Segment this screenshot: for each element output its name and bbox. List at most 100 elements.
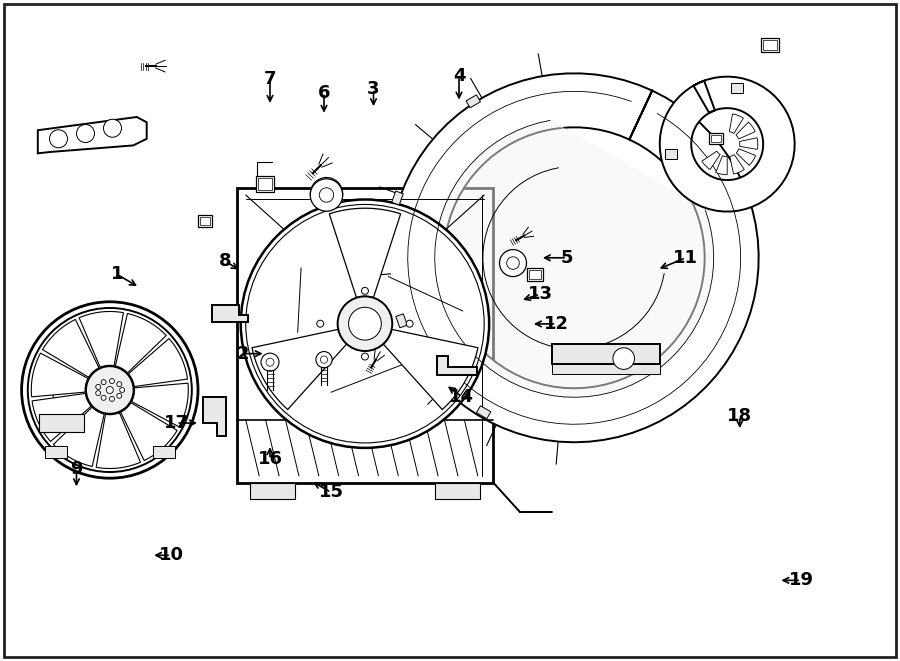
Polygon shape xyxy=(32,353,88,397)
Circle shape xyxy=(261,353,279,371)
FancyBboxPatch shape xyxy=(526,268,543,281)
Wedge shape xyxy=(716,156,727,175)
FancyBboxPatch shape xyxy=(711,136,722,142)
Wedge shape xyxy=(736,149,756,165)
Bar xyxy=(476,406,491,418)
Text: 4: 4 xyxy=(453,67,465,85)
Bar xyxy=(665,149,677,159)
Text: 1: 1 xyxy=(111,265,123,284)
Circle shape xyxy=(316,352,332,368)
FancyBboxPatch shape xyxy=(528,270,541,279)
Text: 9: 9 xyxy=(70,460,83,479)
Polygon shape xyxy=(131,383,188,427)
FancyBboxPatch shape xyxy=(200,217,211,225)
Circle shape xyxy=(240,200,490,448)
Circle shape xyxy=(317,320,324,327)
Polygon shape xyxy=(121,403,177,461)
Text: 12: 12 xyxy=(544,315,569,333)
Polygon shape xyxy=(437,356,477,375)
Circle shape xyxy=(613,348,634,369)
Bar xyxy=(45,446,67,458)
Polygon shape xyxy=(203,397,226,436)
FancyBboxPatch shape xyxy=(198,215,212,227)
FancyBboxPatch shape xyxy=(763,40,778,50)
Circle shape xyxy=(507,256,519,270)
Text: 3: 3 xyxy=(367,80,380,98)
Bar xyxy=(731,83,743,93)
Text: 6: 6 xyxy=(318,83,330,102)
Text: 17: 17 xyxy=(164,414,189,432)
Circle shape xyxy=(50,130,68,148)
Wedge shape xyxy=(702,151,720,169)
Wedge shape xyxy=(740,137,758,149)
Polygon shape xyxy=(329,208,400,297)
Circle shape xyxy=(22,302,198,478)
FancyBboxPatch shape xyxy=(709,134,724,144)
Circle shape xyxy=(246,204,484,443)
Bar xyxy=(237,188,493,483)
Wedge shape xyxy=(736,122,755,139)
Polygon shape xyxy=(383,329,478,410)
Circle shape xyxy=(310,178,343,212)
Polygon shape xyxy=(435,483,480,499)
Bar xyxy=(552,344,660,364)
Bar xyxy=(466,95,481,108)
Text: 15: 15 xyxy=(319,483,344,502)
Polygon shape xyxy=(212,305,248,322)
Circle shape xyxy=(110,379,114,383)
Polygon shape xyxy=(129,338,187,387)
Polygon shape xyxy=(115,313,166,373)
Bar xyxy=(552,364,660,374)
Text: 14: 14 xyxy=(449,387,474,406)
Polygon shape xyxy=(435,120,714,397)
Circle shape xyxy=(320,356,328,364)
Circle shape xyxy=(348,307,382,340)
Bar xyxy=(396,314,408,328)
Circle shape xyxy=(320,188,334,202)
Polygon shape xyxy=(252,329,346,410)
Circle shape xyxy=(28,308,192,472)
Wedge shape xyxy=(729,114,743,134)
Circle shape xyxy=(95,385,101,389)
Circle shape xyxy=(110,397,114,401)
Circle shape xyxy=(266,358,274,366)
Text: 19: 19 xyxy=(788,571,814,590)
Circle shape xyxy=(117,381,122,387)
Polygon shape xyxy=(660,77,795,212)
Text: 13: 13 xyxy=(527,285,553,303)
Circle shape xyxy=(86,366,133,414)
Polygon shape xyxy=(42,319,99,377)
Text: 10: 10 xyxy=(158,546,184,564)
Bar xyxy=(392,191,403,205)
Polygon shape xyxy=(390,73,759,442)
Text: 18: 18 xyxy=(727,407,752,426)
Circle shape xyxy=(120,387,124,393)
Circle shape xyxy=(406,320,413,327)
Circle shape xyxy=(117,393,122,399)
Polygon shape xyxy=(32,393,91,442)
Circle shape xyxy=(106,387,113,393)
Circle shape xyxy=(362,353,368,360)
FancyBboxPatch shape xyxy=(761,38,779,52)
Text: 11: 11 xyxy=(673,249,698,267)
Polygon shape xyxy=(38,117,147,153)
Circle shape xyxy=(104,119,122,137)
Polygon shape xyxy=(96,412,140,469)
FancyBboxPatch shape xyxy=(257,178,272,190)
Text: 5: 5 xyxy=(561,249,573,267)
Polygon shape xyxy=(250,483,295,499)
Circle shape xyxy=(362,288,368,294)
Text: 2: 2 xyxy=(237,344,249,363)
Circle shape xyxy=(101,379,106,385)
Text: 8: 8 xyxy=(219,252,231,270)
Circle shape xyxy=(101,395,106,401)
Circle shape xyxy=(310,177,343,210)
Text: 16: 16 xyxy=(257,450,283,469)
Text: 7: 7 xyxy=(264,70,276,89)
Polygon shape xyxy=(53,407,104,467)
Circle shape xyxy=(95,391,101,395)
Circle shape xyxy=(76,124,94,143)
Bar xyxy=(153,446,175,458)
FancyBboxPatch shape xyxy=(256,176,274,192)
Wedge shape xyxy=(730,155,744,174)
